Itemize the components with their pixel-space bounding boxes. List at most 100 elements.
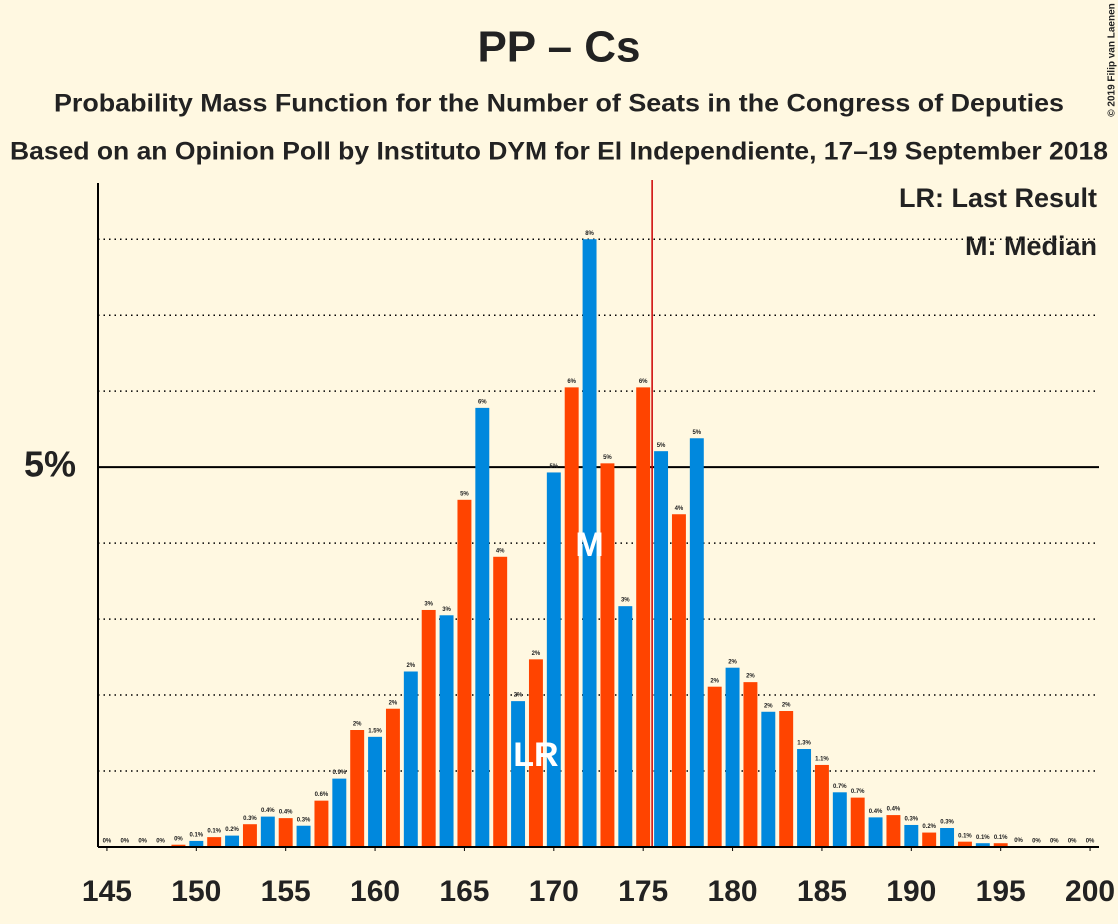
value-label: 0.1% [189,833,203,839]
bar [922,832,937,847]
value-label: 5% [460,491,469,497]
x-tick-label: 190 [886,875,936,908]
bar [528,659,543,847]
x-tick-label: 160 [350,875,400,908]
value-label: 0.1% [994,835,1008,841]
value-label: 0.3% [904,817,918,823]
value-label: 0.2% [922,824,936,830]
value-label: 0% [156,839,165,845]
x-tick-label: 185 [797,875,847,908]
bar [904,824,919,847]
marker-label: LR [513,736,558,774]
value-label: 1.3% [797,741,811,747]
bar [689,438,704,847]
bar [225,835,240,847]
bar [439,615,454,847]
legend-entry: M: Median [965,231,1097,261]
bar [403,671,418,847]
value-label: 5% [657,443,666,449]
bar [332,778,347,847]
bar [743,682,758,847]
value-label: 2% [728,659,737,665]
bar [832,792,847,847]
bar [475,407,490,847]
y-tick-label: 5% [24,444,76,485]
bar [296,825,311,847]
value-label: 0.2% [225,827,239,833]
bar [868,817,883,847]
x-tick-label: 155 [261,875,311,908]
value-label: 2% [353,722,362,728]
bar [671,514,686,847]
bar [314,800,329,847]
bar [975,843,990,847]
bar [618,606,633,847]
bar [368,736,383,847]
bar [242,824,257,847]
value-label: 0% [174,836,183,842]
value-label: 6% [567,379,576,385]
value-label: 0.6% [315,792,329,798]
chart-title: PP – Cs [477,23,640,72]
value-label: 0.1% [207,829,221,835]
legend-entry: LR: Last Result [899,183,1097,213]
value-label: 3% [442,607,451,613]
bar [511,701,526,847]
value-label: 2% [389,700,398,706]
value-label: 0.7% [851,789,865,795]
value-label: 0% [1068,839,1077,845]
value-label: 8% [585,231,594,237]
value-label: 0% [1050,839,1059,845]
bar [171,844,186,847]
value-label: 5% [549,464,558,470]
bar [546,472,561,847]
bar [600,463,615,847]
x-tick-label: 180 [708,875,758,908]
bar [886,815,901,847]
bar [350,730,365,847]
value-label: 0% [103,839,112,845]
bar [725,667,740,847]
subtitle: Probability Mass Function for the Number… [54,90,1064,118]
x-tick-label: 150 [171,875,221,908]
value-label: 0.4% [261,808,275,814]
bar [850,797,865,847]
bar [278,818,293,847]
x-tick-label: 170 [529,875,579,908]
value-label: 2% [782,703,791,709]
bar [636,387,651,847]
bar [797,748,812,847]
subtitle: Based on an Opinion Poll by Instituto DY… [10,138,1108,166]
value-label: 5% [603,455,612,461]
x-tick-label: 195 [976,875,1026,908]
x-tick-label: 175 [618,875,668,908]
value-label: 3% [424,602,433,608]
value-label: 4% [675,506,684,512]
bar [654,451,669,847]
value-label: 0% [1086,839,1095,845]
x-tick-label: 200 [1065,875,1115,908]
value-label: 0% [120,839,129,845]
bar [457,499,472,847]
value-label: 0.4% [869,809,883,815]
bar [779,711,794,847]
value-label: 0.4% [887,807,901,813]
bar [814,764,829,847]
value-label: 0.1% [958,833,972,839]
bar [421,609,436,847]
bar [707,686,722,847]
bar [957,841,972,847]
value-label: 0.7% [833,784,847,790]
bar [260,816,275,847]
value-label: 0% [1014,838,1023,844]
x-tick-label: 165 [439,875,489,908]
bar [564,387,579,847]
bar [761,711,776,847]
bar [189,840,204,847]
value-label: 2% [764,703,773,709]
value-label: 3% [621,598,630,604]
value-label: 0% [1032,839,1041,845]
value-label: 0.4% [279,810,293,816]
value-label: 1.1% [815,757,829,763]
bar [493,556,508,847]
